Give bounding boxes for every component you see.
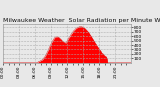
Text: Milwaukee Weather  Solar Radiation per Minute W/m²  (Last 24 Hours): Milwaukee Weather Solar Radiation per Mi…	[3, 17, 160, 23]
